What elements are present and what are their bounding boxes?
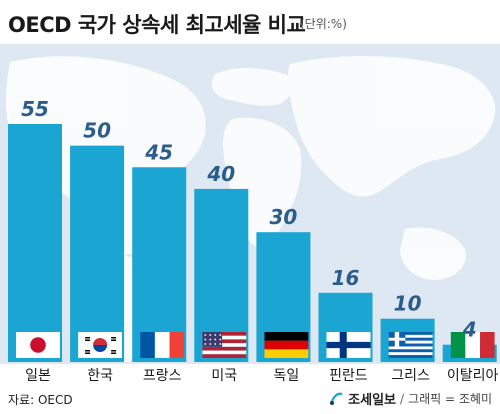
category-label-1: 일본 [25,368,51,382]
footer: 자료: OECD 조세일보 / 그래픽 = 조혜미 [0,382,500,414]
logo-text: 조세일보 [348,393,397,408]
category-label-8: 이탈리아 [447,368,499,382]
value-label-4: 40 [206,162,235,186]
value-label-6: 16 [332,266,360,290]
bar-chart: 55 일본 50 한국 45 프랑스 40 미국 30 독일 16 핀란드 10 그리스 4 이탈리아 [5,55,499,382]
italy-flag [450,332,495,358]
usa-flag [202,332,247,358]
category-label-2: 한국 [87,368,113,382]
unit-label: (단위:%) [300,17,347,31]
value-label-7: 10 [394,292,422,316]
korea-flag [78,332,123,358]
value-label-5: 30 [269,205,297,229]
bar-3 [132,167,187,362]
bar-1 [8,124,62,362]
credit: 조세일보 / 그래픽 = 조혜미 [328,389,492,408]
category-label-3: 프랑스 [143,368,182,382]
flags-layer [16,332,495,358]
bar-2 [70,145,125,362]
value-label-1: 55 [21,97,49,121]
value-label-3: 45 [144,140,173,164]
value-label-2: 50 [83,119,111,143]
category-label-7: 그리스 [391,368,430,382]
value-label-8: 4 [462,318,477,342]
graphic-credit: 그래픽 = 조혜미 [408,392,492,406]
chart-title: OECD 국가 상속세 최고세율 비교 [8,13,306,37]
category-label-6: 핀란드 [329,368,368,382]
credit-separator: / [400,391,405,406]
finland-flag [326,332,371,358]
source-text: 자료: OECD [8,393,73,407]
category-label-5: 독일 [274,368,300,382]
greece-flag [388,332,433,358]
category-label-4: 미국 [211,368,237,382]
japan-flag [16,332,60,358]
labels-layer: 55 일본 50 한국 45 프랑스 40 미국 30 독일 16 핀란드 10 그리스 4 이탈리아 [21,97,498,382]
germany-flag [264,332,309,358]
france-flag [140,332,185,358]
newspaper-logo-icon [330,392,343,405]
header: OECD 국가 상속세 최고세율 비교 (단위:%) [0,0,500,44]
